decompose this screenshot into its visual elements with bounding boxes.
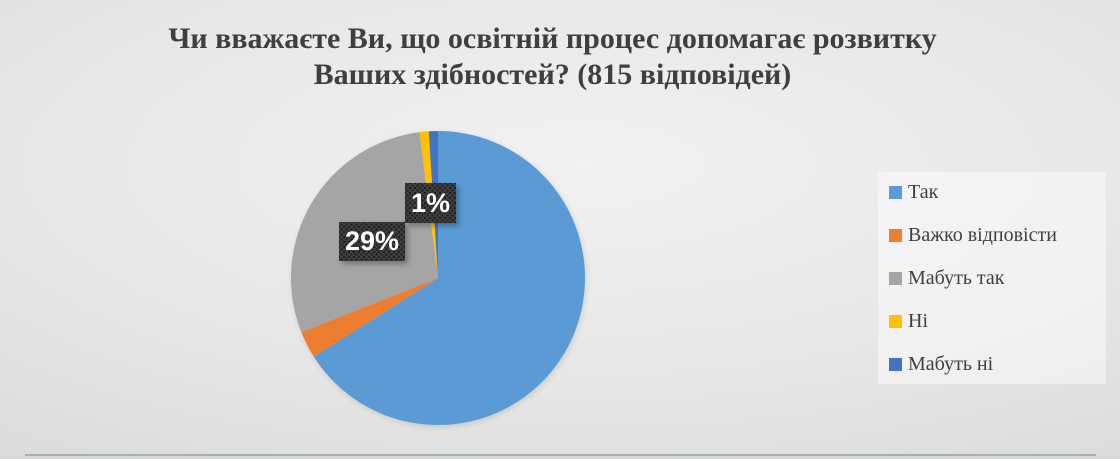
- legend-label: Мабуть так: [908, 266, 1005, 289]
- chart-title-line2: Ваших здібностей? (815 відповідей): [313, 58, 792, 91]
- legend-item: Так: [889, 180, 1057, 203]
- legend-swatch-icon: [889, 271, 902, 285]
- legend-panel: [878, 172, 1106, 384]
- pie-slice-2: [301, 278, 438, 357]
- data-label-ni: 1%: [405, 183, 456, 223]
- pie-chart: [290, 130, 586, 426]
- chart-title-line1: Чи вважаєте Ви, що освітній процес допом…: [168, 22, 937, 55]
- legend-swatch-icon: [889, 357, 902, 371]
- slide-bottom-divider: [25, 454, 1096, 456]
- legend-item: Мабуть ні: [889, 352, 1057, 375]
- legend-label: Важко відповісти: [908, 223, 1057, 246]
- legend-swatch-icon: [889, 228, 902, 242]
- pie-slice-1: [313, 131, 585, 425]
- chart-title: Чи вважаєте Ви, що освітній процес допом…: [10, 21, 1095, 93]
- legend-swatch-icon: [889, 185, 902, 199]
- legend-item: Ні: [889, 309, 1057, 332]
- legend-label: Мабуть ні: [908, 352, 994, 375]
- legend: Так Важко відповісти Мабуть так Ні Мабуть ні: [889, 180, 1057, 397]
- legend-label: Так: [908, 180, 939, 203]
- legend-item: Важко відповісти: [889, 223, 1057, 246]
- legend-item: Мабуть так: [889, 266, 1057, 289]
- slide-bottom-strip: [0, 456, 1120, 459]
- legend-swatch-icon: [889, 314, 902, 328]
- legend-label: Ні: [908, 309, 928, 332]
- data-label-mabut-tak: 29%: [339, 222, 405, 261]
